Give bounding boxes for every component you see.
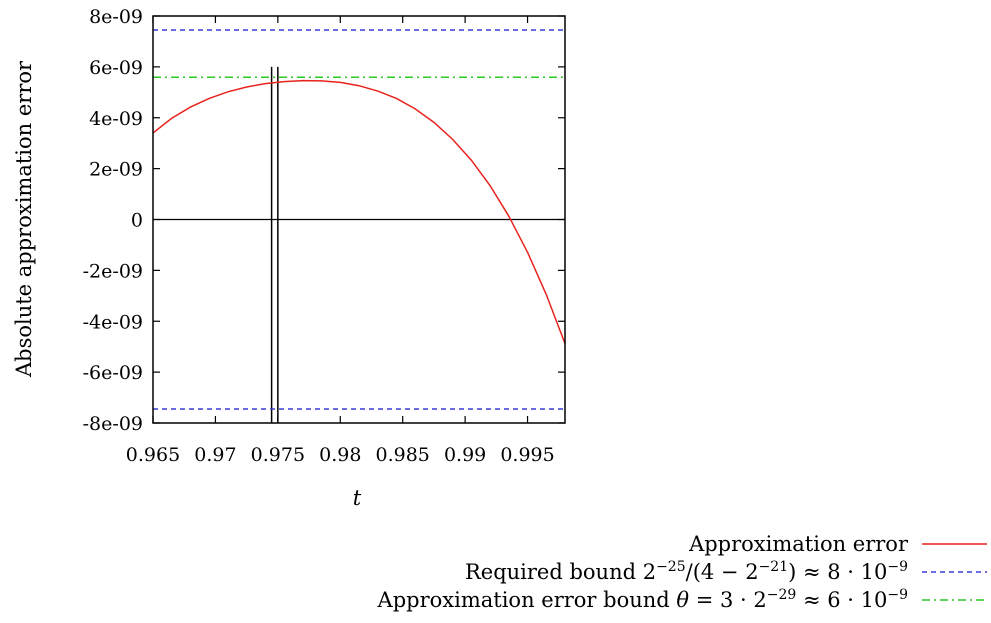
plot-clip-group [153,29,565,423]
y-tick-label: 4e-09 [89,108,143,130]
legend-label-2: Required bound 2−25/(4 − 2−21) ≈ 8 · 10−… [465,559,908,584]
y-tick-label: 0 [131,210,143,232]
y-tick-label: 8e-09 [89,6,143,28]
legend-label-3: Approximation error bound θ = 3 · 2−29 ≈… [377,587,908,612]
x-tick-label: 0.995 [500,444,554,466]
x-tick-label: 0.975 [251,444,305,466]
y-tick-label: 2e-09 [89,159,143,181]
x-tick-label: 0.985 [375,444,429,466]
series-line-1 [153,79,565,344]
plot-area [153,29,565,423]
x-tick-label: 0.97 [194,444,236,466]
y-axis-label: Absolute approximation error [12,60,36,378]
x-tick-label: 0.98 [319,444,361,466]
y-tick-label: -4e-09 [83,311,143,333]
y-tick-label: -8e-09 [83,413,143,435]
x-tick-label: 0.965 [126,444,180,466]
y-tick-label: -2e-09 [83,260,143,282]
axes: -8e-09 -6e-09 -4e-09 -2e-09 0 2e-09 4e-09 6e-09… [83,6,566,466]
x-axis-label: t [353,486,362,510]
y-tick-label: 6e-09 [89,57,143,79]
legend: Approximation error Required bound 2−25/(… [377,532,987,612]
legend-label-1: Approximation error [688,532,909,556]
x-tick-label: 0.99 [444,444,486,466]
y-tick-label: -6e-09 [83,362,143,384]
